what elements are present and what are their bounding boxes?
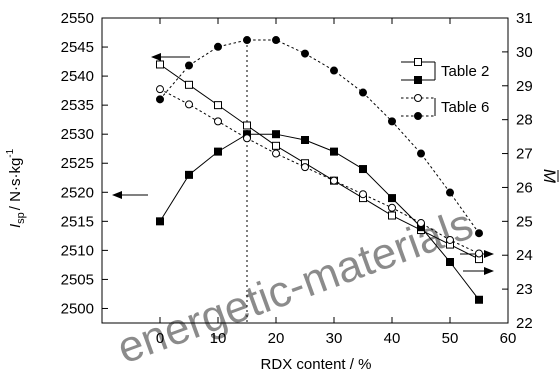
y-left-tick-label: 2530: [61, 126, 94, 143]
data-point-series-2: [185, 170, 193, 179]
data-point-series-4: [359, 88, 367, 97]
data-point-series-2: [446, 258, 454, 266]
data-point-series-3: [330, 176, 338, 185]
data-point-series-3: [272, 149, 280, 158]
series-line-3: [159, 88, 480, 254]
ylabel-right: M: [540, 169, 559, 184]
x-tick-label: 20: [268, 330, 285, 347]
data-point-series-4: [185, 61, 193, 70]
y-left-tick-label: 2515: [61, 213, 94, 230]
y-right-tick-label: 31: [516, 10, 533, 27]
data-point-series-2: [359, 165, 367, 174]
y-right-tick-label: 30: [516, 44, 533, 61]
right-y-axis-label: M: [540, 169, 559, 184]
data-point-series-4: [243, 36, 251, 45]
data-point-series-3: [417, 219, 425, 228]
legend-marker-3: [414, 94, 422, 102]
data-point-series-4: [214, 42, 222, 51]
ylabel-sup: -1: [5, 148, 16, 157]
data-point-series-3: [185, 100, 193, 109]
axes-layer: 0 10 20 30 40 50 60250025052510251525202525253…: [61, 10, 533, 347]
y-right-tick-label: 23: [516, 281, 533, 298]
data-point-series-1: [156, 60, 164, 69]
data-point-series-4: [446, 188, 454, 197]
data-point-series-1: [272, 141, 280, 150]
data-point-series-4: [475, 229, 483, 238]
data-point-series-2: [388, 194, 396, 203]
plot-frame: [101, 17, 509, 324]
data-point-series-2: [156, 217, 164, 226]
y-left-tick-label: 2525: [61, 155, 94, 172]
series-layer: [156, 36, 483, 304]
y-right-tick-label: 29: [516, 78, 533, 95]
x-axis-label: RDX content / %: [261, 356, 372, 373]
data-point-series-2: [330, 147, 338, 156]
y-right-tick-label: 27: [516, 146, 533, 163]
x-tick-label: 10: [210, 330, 227, 347]
y-right-tick-label: 22: [516, 315, 533, 332]
data-point-series-1: [185, 80, 193, 89]
x-tick-label: 50: [442, 330, 459, 347]
y-right-tick-label: 25: [516, 213, 533, 230]
y-left-tick-label: 2535: [61, 97, 94, 114]
svg-text:Isp/ N·s·kg-1: Isp/ N·s·kg-1: [5, 148, 27, 228]
data-point-series-3: [243, 134, 251, 143]
data-point-series-4: [156, 95, 164, 104]
legend-label-table-6: Table 6: [441, 99, 489, 116]
y-right-tick-label: 28: [516, 112, 533, 129]
data-point-series-4: [272, 36, 280, 45]
y-right-tick-label: 24: [516, 247, 533, 264]
ylabel-main: I: [7, 224, 24, 228]
data-point-series-3: [475, 249, 483, 258]
y-left-tick-label: 2545: [61, 39, 94, 56]
legend-label-table-2: Table 2: [441, 63, 489, 80]
y-left-tick-label: 2510: [61, 242, 94, 259]
x-tick-label: 30: [326, 330, 343, 347]
data-point-series-3: [388, 203, 396, 212]
data-point-series-2: [272, 130, 280, 139]
data-point-series-3: [446, 235, 454, 244]
data-point-series-3: [156, 85, 164, 94]
x-tick-label: 40: [384, 330, 401, 347]
legend: Table 2 Table 6: [401, 58, 489, 120]
data-point-series-2: [214, 147, 222, 156]
series-line-4: [159, 39, 480, 234]
data-point-series-2: [475, 295, 483, 304]
data-point-series-4: [417, 149, 425, 158]
legend-marker-4: [414, 112, 422, 120]
data-point-series-4: [301, 49, 309, 58]
y-left-tick-label: 2540: [61, 68, 94, 85]
legend-marker-2: [414, 76, 422, 84]
data-point-series-3: [301, 163, 309, 172]
data-point-series-3: [214, 117, 222, 126]
data-point-series-4: [330, 66, 338, 75]
ylabel-sub: sp: [15, 212, 27, 224]
data-point-series-1: [243, 121, 251, 130]
y-left-tick-label: 2550: [61, 10, 94, 27]
ylabel-units: / N·s·kg: [7, 158, 24, 211]
data-point-series-1: [214, 101, 222, 110]
data-point-series-4: [388, 117, 396, 126]
x-tick-label: 60: [500, 330, 517, 347]
data-point-series-2: [301, 136, 309, 144]
y-left-tick-label: 2520: [61, 184, 94, 201]
y-left-tick-label: 2505: [61, 271, 94, 288]
series-line-2: [159, 133, 480, 301]
data-point-series-3: [359, 190, 367, 199]
legend-marker-1: [414, 58, 422, 66]
y-right-tick-label: 26: [516, 179, 533, 196]
x-tick-label: 0: [156, 330, 164, 347]
y-left-tick-label: 2500: [61, 300, 94, 317]
data-point-series-1: [388, 211, 396, 220]
left-y-axis-label: Isp/ N·s·kg-1: [5, 148, 27, 228]
